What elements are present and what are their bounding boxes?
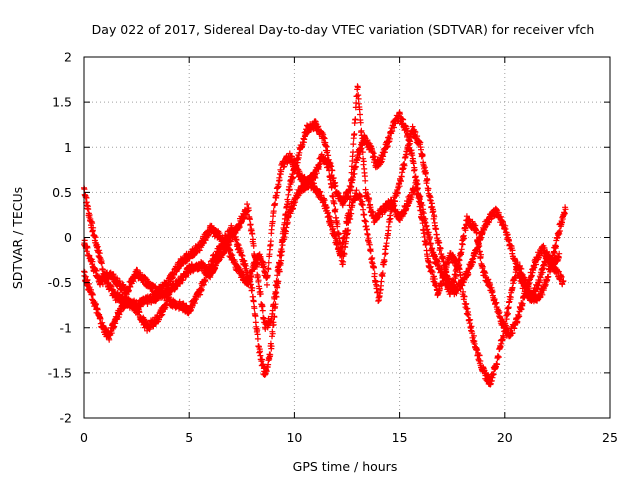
x-tick-label: 5	[185, 430, 193, 445]
y-tick-label: 0	[64, 230, 72, 245]
x-axis-label: GPS time / hours	[293, 459, 398, 474]
x-tick-label: 15	[392, 430, 408, 445]
y-tick-label: 2	[64, 50, 72, 65]
y-tick-label: -1	[60, 320, 72, 335]
gridlines	[84, 57, 610, 418]
y-tick-label: 1	[64, 140, 72, 155]
chart-title: Day 022 of 2017, Sidereal Day-to-day VTE…	[92, 22, 595, 37]
x-tick-label: 25	[602, 430, 618, 445]
y-tick-label: -1.5	[48, 365, 72, 380]
y-tick-label: -0.5	[48, 275, 72, 290]
y-tick-label: 0.5	[52, 185, 72, 200]
y-axis-label: SDTVAR / TECUs	[10, 187, 25, 289]
x-tick-label: 0	[80, 430, 88, 445]
x-tick-label: 10	[286, 430, 302, 445]
axis-ticks: 0 5 10 15 20 25 -2 -1.5 -1 -0.5 0 0.5 1 1.5 2	[48, 50, 618, 446]
y-tick-label: -2	[60, 411, 72, 426]
x-tick-label: 20	[497, 430, 513, 445]
y-tick-label: 1.5	[52, 95, 72, 110]
